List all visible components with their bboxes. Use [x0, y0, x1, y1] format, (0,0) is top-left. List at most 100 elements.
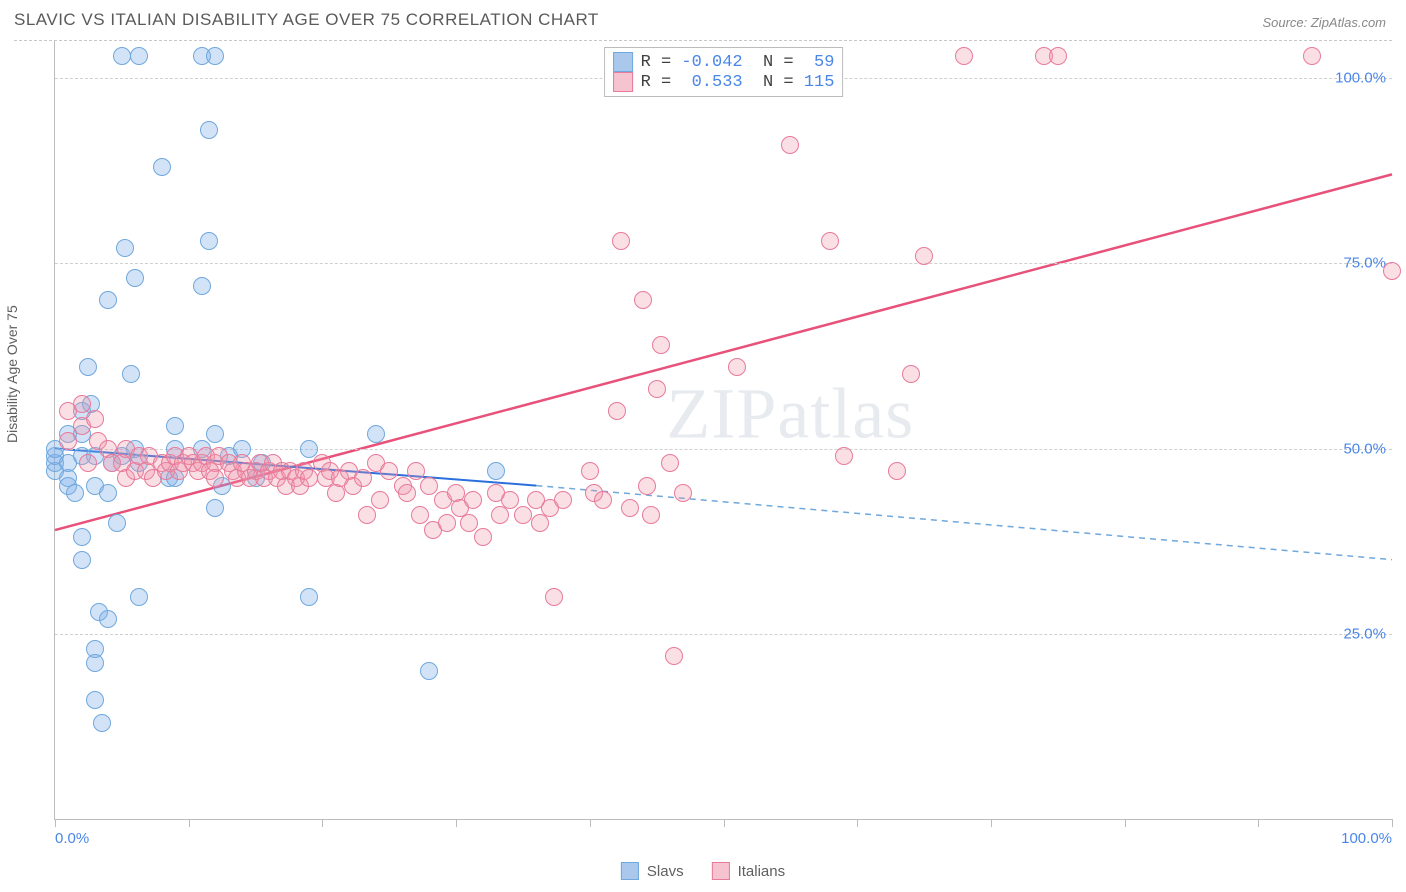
scatter-point [612, 232, 630, 250]
stats-row: R = -0.042 N = 59 [613, 52, 835, 72]
scatter-point [73, 528, 91, 546]
scatter-point [420, 662, 438, 680]
scatter-point [130, 47, 148, 65]
scatter-point [501, 491, 519, 509]
legend-label: Slavs [647, 863, 684, 880]
scatter-point [438, 514, 456, 532]
scatter-point [554, 491, 572, 509]
source-label: Source: ZipAtlas.com [1262, 15, 1386, 30]
scatter-point [358, 506, 376, 524]
x-tick [590, 819, 591, 827]
scatter-point [608, 402, 626, 420]
scatter-point [665, 647, 683, 665]
scatter-point [86, 691, 104, 709]
scatter-point [86, 654, 104, 672]
chart-title: SLAVIC VS ITALIAN DISABILITY AGE OVER 75… [14, 10, 599, 30]
series-swatch [613, 52, 633, 72]
scatter-point [1049, 47, 1067, 65]
scatter-point [781, 136, 799, 154]
scatter-point [648, 380, 666, 398]
scatter-point [99, 484, 117, 502]
scatter-point [420, 477, 438, 495]
scatter-point [581, 462, 599, 480]
trend-lines-layer [55, 41, 1392, 819]
scatter-point [464, 491, 482, 509]
scatter-point [398, 484, 416, 502]
scatter-point [300, 440, 318, 458]
series-swatch [613, 72, 633, 92]
scatter-point [594, 491, 612, 509]
legend-label: Italians [738, 863, 786, 880]
watermark: ZIPatlas [666, 373, 914, 456]
scatter-point [888, 462, 906, 480]
scatter-point [474, 528, 492, 546]
x-tick-label: 100.0% [1341, 830, 1392, 847]
series-legend: Slavs Italians [621, 862, 785, 880]
scatter-point [206, 47, 224, 65]
legend-swatch [712, 862, 730, 880]
scatter-point [621, 499, 639, 517]
scatter-point [487, 462, 505, 480]
scatter-point [153, 158, 171, 176]
scatter-point [166, 417, 184, 435]
scatter-point [130, 588, 148, 606]
scatter-point [122, 365, 140, 383]
y-tick-label: 75.0% [1343, 255, 1386, 272]
legend-swatch [621, 862, 639, 880]
scatter-point [200, 121, 218, 139]
scatter-point [674, 484, 692, 502]
scatter-point [108, 514, 126, 532]
scatter-point [634, 291, 652, 309]
y-tick-label: 50.0% [1343, 440, 1386, 457]
x-tick [724, 819, 725, 827]
x-tick [55, 819, 56, 827]
scatter-point [638, 477, 656, 495]
scatter-point [821, 232, 839, 250]
x-tick [991, 819, 992, 827]
stats-legend: R = -0.042 N = 59R = 0.533 N = 115 [604, 47, 844, 97]
scatter-point [93, 714, 111, 732]
scatter-point [354, 469, 372, 487]
plot-area: ZIPatlas R = -0.042 N = 59R = 0.533 N = … [54, 41, 1392, 820]
x-tick [1258, 819, 1259, 827]
scatter-point [116, 239, 134, 257]
scatter-point [99, 610, 117, 628]
scatter-point [1303, 47, 1321, 65]
scatter-point [113, 47, 131, 65]
scatter-point [915, 247, 933, 265]
scatter-point [59, 432, 77, 450]
stats-text: R = -0.042 N = 59 [641, 53, 835, 72]
scatter-point [66, 484, 84, 502]
scatter-point [460, 514, 478, 532]
scatter-point [73, 395, 91, 413]
scatter-point [367, 425, 385, 443]
stats-text: R = 0.533 N = 115 [641, 73, 835, 92]
gridline-h [55, 263, 1392, 264]
x-tick [1392, 819, 1393, 827]
y-tick-label: 25.0% [1343, 625, 1386, 642]
scatter-point [300, 469, 318, 487]
scatter-point [902, 365, 920, 383]
scatter-point [1383, 262, 1401, 280]
scatter-point [661, 454, 679, 472]
stats-row: R = 0.533 N = 115 [613, 72, 835, 92]
scatter-point [206, 425, 224, 443]
chart-container: Disability Age Over 75 ZIPatlas R = -0.0… [14, 40, 1392, 844]
scatter-point [206, 499, 224, 517]
scatter-point [955, 47, 973, 65]
y-tick-label: 100.0% [1335, 70, 1386, 87]
x-tick [1125, 819, 1126, 827]
scatter-point [514, 506, 532, 524]
scatter-point [206, 469, 224, 487]
scatter-point [86, 410, 104, 428]
x-tick [456, 819, 457, 827]
scatter-point [99, 291, 117, 309]
scatter-point [835, 447, 853, 465]
scatter-point [407, 462, 425, 480]
x-tick [322, 819, 323, 827]
scatter-point [380, 462, 398, 480]
scatter-point [126, 269, 144, 287]
scatter-point [200, 232, 218, 250]
scatter-point [371, 491, 389, 509]
scatter-point [79, 454, 97, 472]
